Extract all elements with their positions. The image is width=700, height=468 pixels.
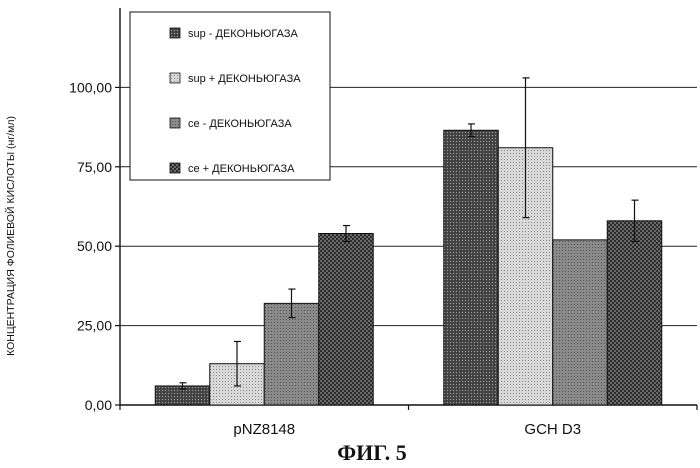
bar-4-2	[607, 221, 662, 405]
legend-label: sup + ДЕКОНЬЮГАЗА	[188, 73, 301, 85]
y-tick-labels: 0,00 25,00 50,00 75,00 100,00	[69, 79, 112, 413]
legend-swatch	[170, 163, 180, 173]
legend: sup - ДЕКОНЬЮГАЗА sup + ДЕКОНЬЮГАЗА ce - Д…	[130, 12, 330, 180]
y-axis-label: КОНЦЕНТРАЦИЯ ФОЛИЕВОЙ КИСЛОТЫ (нг/мл)	[4, 116, 17, 356]
legend-swatch	[170, 118, 180, 128]
figure-caption: ФИГ. 5	[337, 440, 407, 465]
y-tick-label: 25,00	[77, 318, 112, 334]
legend-label: ce - ДЕКОНЬЮГАЗА	[188, 118, 292, 130]
x-category-labels: pNZ8148 GCH D3	[233, 421, 581, 438]
y-tick-label: 100,00	[69, 79, 112, 95]
legend-swatch	[170, 28, 180, 38]
y-tick-label: 0,00	[85, 397, 112, 413]
legend-swatch	[170, 73, 180, 83]
bar-3-1	[264, 303, 319, 405]
bar-3-2	[553, 240, 608, 405]
legend-label: sup - ДЕКОНЬЮГАЗА	[188, 28, 298, 40]
legend-label: ce + ДЕКОНЬЮГАЗА	[188, 163, 295, 175]
x-category-label: GCH D3	[524, 421, 581, 438]
bar-4-1	[319, 233, 374, 405]
y-tick-label: 75,00	[77, 159, 112, 175]
bar-1-2	[444, 130, 499, 405]
x-category-label: pNZ8148	[233, 421, 295, 438]
y-tick-label: 50,00	[77, 238, 112, 254]
